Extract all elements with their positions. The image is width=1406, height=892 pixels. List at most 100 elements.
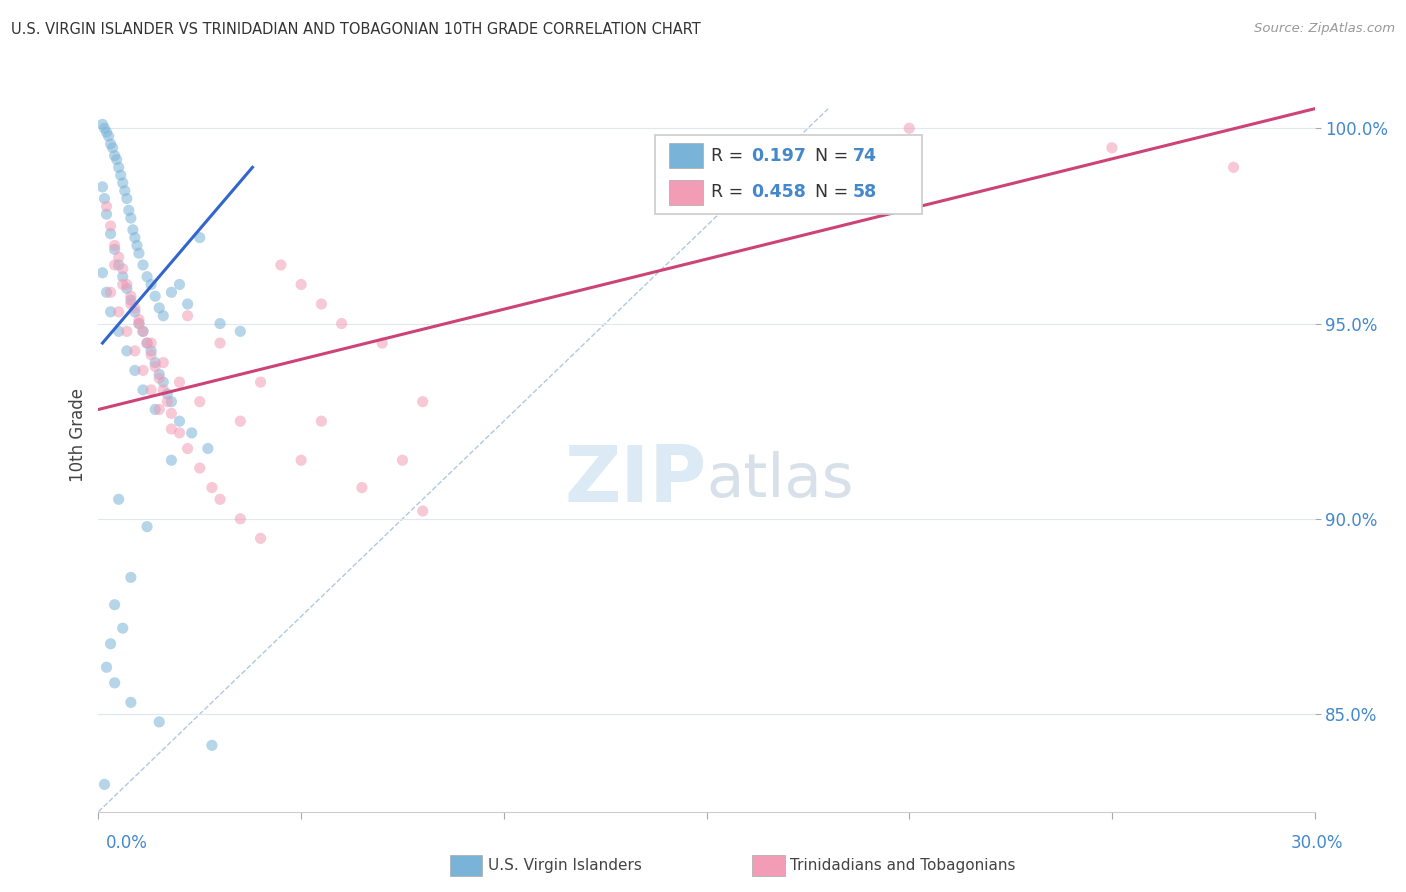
Text: R =: R = (711, 147, 749, 165)
Point (176, 297, 198, 311)
Point (412, 394, 434, 409)
Point (201, 481, 224, 495)
Point (169, 414, 191, 428)
Point (229, 324, 252, 338)
Point (132, 363, 155, 377)
Text: 0.458: 0.458 (751, 183, 806, 202)
Text: 0.0%: 0.0% (105, 834, 148, 852)
Point (136, 336, 159, 351)
Point (107, 324, 129, 338)
Point (148, 402, 170, 417)
Point (120, 695, 142, 709)
Point (100, 227, 122, 241)
Point (1222, 161, 1244, 175)
Point (111, 261, 134, 276)
Point (100, 637, 122, 651)
Point (104, 598, 127, 612)
Point (100, 305, 122, 319)
Text: 0.197: 0.197 (751, 147, 806, 165)
Point (160, 394, 183, 409)
Text: U.S. VIRGIN ISLANDER VS TRINIDADIAN AND TOBAGONIAN 10TH GRADE CORRELATION CHART: U.S. VIRGIN ISLANDER VS TRINIDADIAN AND … (11, 22, 702, 37)
Point (114, 184, 136, 198)
Point (350, 481, 373, 495)
Point (93, 121, 115, 136)
Point (1101, 141, 1123, 155)
Text: R =: R = (711, 183, 749, 202)
Point (115, 192, 138, 206)
Point (96, 207, 118, 221)
Point (124, 305, 146, 319)
Point (124, 343, 146, 358)
Point (270, 258, 292, 272)
Point (148, 714, 170, 729)
Point (139, 343, 162, 358)
Point (91, 117, 114, 131)
Point (120, 297, 142, 311)
Point (136, 336, 159, 351)
Point (124, 230, 146, 244)
Point (101, 141, 124, 155)
Point (104, 148, 127, 162)
Text: Source: ZipAtlas.com: Source: ZipAtlas.com (1254, 22, 1395, 36)
Point (143, 359, 166, 374)
Point (249, 532, 271, 546)
Point (107, 258, 129, 272)
Point (120, 289, 142, 303)
Text: atlas: atlas (707, 450, 853, 509)
Point (188, 230, 211, 244)
Point (115, 343, 138, 358)
Bar (668, 144, 703, 169)
Point (115, 324, 138, 338)
Point (152, 375, 174, 389)
Point (412, 504, 434, 518)
Point (107, 492, 129, 507)
Point (93, 777, 115, 791)
Point (115, 281, 138, 295)
Point (100, 219, 122, 233)
Point (169, 425, 191, 440)
Point (290, 453, 312, 467)
Point (188, 461, 211, 475)
Point (229, 414, 252, 428)
Text: 74: 74 (853, 147, 877, 165)
Point (152, 309, 174, 323)
Point (188, 394, 211, 409)
Point (104, 258, 127, 272)
Point (124, 363, 146, 377)
Point (176, 309, 198, 323)
Point (136, 519, 159, 533)
Text: 58: 58 (853, 183, 877, 202)
Point (148, 301, 170, 315)
Point (104, 676, 127, 690)
Point (156, 394, 179, 409)
Point (169, 375, 191, 389)
Point (93, 192, 115, 206)
Point (107, 305, 129, 319)
Point (160, 406, 183, 420)
Point (209, 336, 232, 351)
Point (97, 129, 120, 144)
Y-axis label: 10th Grade: 10th Grade (69, 388, 87, 482)
Point (311, 414, 333, 428)
Text: ZIP: ZIP (564, 442, 707, 518)
Text: U.S. Virgin Islanders: U.S. Virgin Islanders (488, 858, 641, 872)
Point (197, 442, 219, 456)
Point (139, 336, 162, 351)
Point (105, 153, 128, 167)
Text: Trinidadians and Tobagonians: Trinidadians and Tobagonians (790, 858, 1015, 872)
Text: N =: N = (815, 183, 853, 202)
Point (132, 383, 155, 397)
Point (132, 324, 155, 338)
Point (107, 250, 129, 264)
Point (136, 269, 159, 284)
Point (96, 125, 118, 139)
Point (91, 266, 114, 280)
Point (132, 324, 155, 338)
Point (201, 739, 224, 753)
Point (111, 277, 134, 292)
Point (120, 293, 142, 307)
Point (107, 161, 129, 175)
Bar (668, 179, 703, 205)
Point (96, 199, 118, 213)
Point (104, 238, 127, 252)
